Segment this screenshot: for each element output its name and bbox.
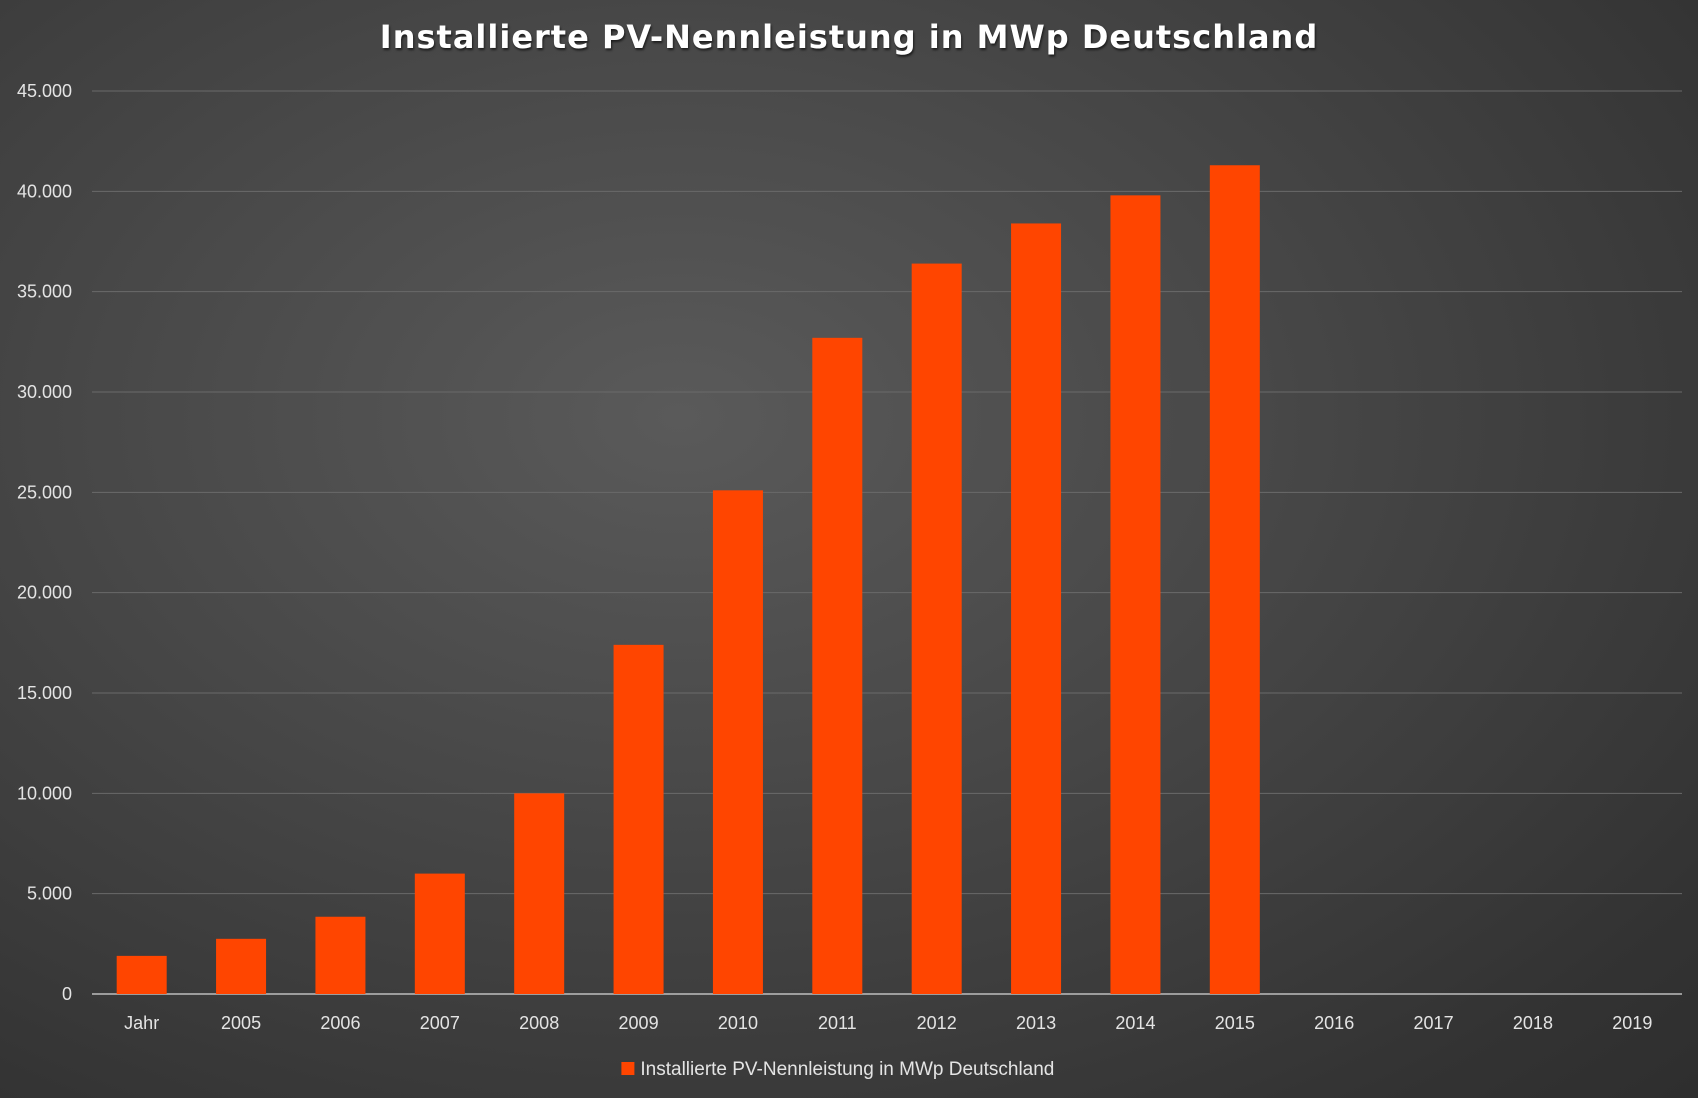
y-tick-label: 25.000 (17, 482, 72, 502)
bar (315, 916, 366, 994)
x-tick-label: 2014 (1115, 1013, 1155, 1033)
x-tick-label: 2019 (1612, 1013, 1652, 1033)
y-tick-label: 10.000 (17, 783, 72, 803)
legend-swatch (621, 1062, 635, 1075)
y-tick-label: 5.000 (27, 884, 72, 904)
bar (1011, 223, 1062, 994)
y-tick-label: 40.000 (17, 181, 72, 201)
bar (216, 938, 267, 994)
bar (712, 490, 763, 994)
x-tick-label: 2010 (718, 1013, 758, 1033)
x-tick-label: 2006 (320, 1013, 360, 1033)
bar (116, 955, 167, 994)
x-tick-label: 2015 (1215, 1013, 1255, 1033)
y-tick-label: 20.000 (17, 583, 72, 603)
x-tick-label: 2005 (221, 1013, 261, 1033)
x-tick-label: 2007 (420, 1013, 460, 1033)
legend-label: Installierte PV-Nennleistung in MWp Deut… (640, 1059, 1054, 1080)
x-tick-label: 2018 (1513, 1013, 1553, 1033)
chart-title: Installierte PV-Nennleistung in MWp Deut… (379, 18, 1319, 56)
bar (613, 644, 664, 994)
y-tick-label: 35.000 (17, 282, 72, 302)
bar (911, 263, 962, 994)
x-tick-label: 2016 (1314, 1013, 1354, 1033)
y-tick-label: 15.000 (17, 683, 72, 703)
x-tick-label: Jahr (124, 1013, 159, 1033)
bar (1110, 195, 1161, 994)
x-tick-label: 2008 (519, 1013, 559, 1033)
x-tick-label: 2009 (619, 1013, 659, 1033)
bar (414, 873, 465, 994)
bar (514, 793, 565, 994)
bar (812, 337, 863, 994)
bar (1209, 165, 1260, 994)
x-tick-label: 2017 (1414, 1013, 1454, 1033)
y-tick-label: 45.000 (17, 81, 72, 101)
x-tick-label: 2013 (1016, 1013, 1056, 1033)
y-tick-label: 30.000 (17, 382, 72, 402)
x-tick-label: 2012 (917, 1013, 957, 1033)
y-tick-label: 0 (62, 984, 72, 1004)
x-tick-label: 2011 (818, 1013, 857, 1033)
